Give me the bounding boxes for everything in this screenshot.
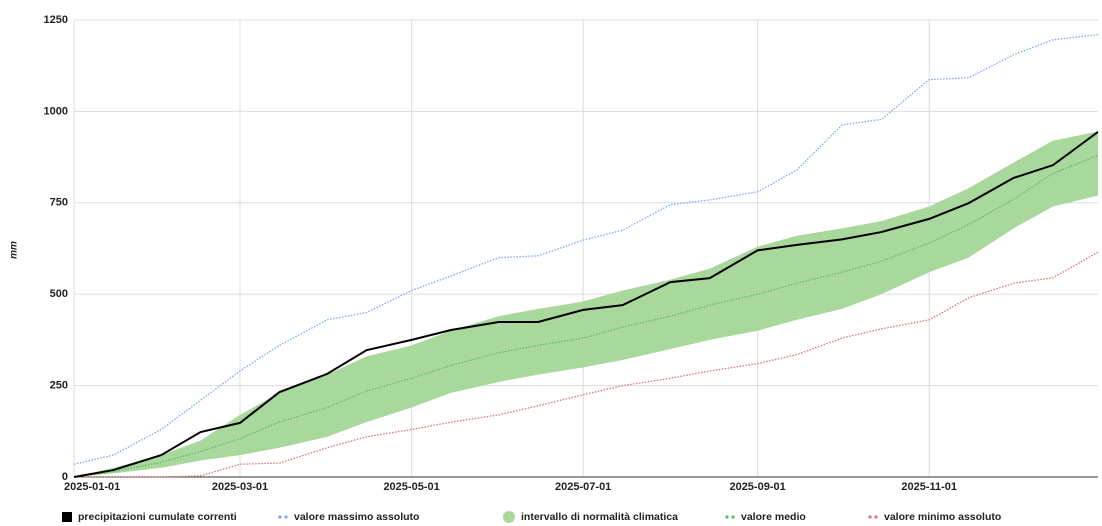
legend-swatch (874, 515, 878, 519)
normal-band (74, 131, 1098, 477)
y-tick-label: 750 (50, 197, 68, 209)
legend-item: valore massimo assoluto (278, 511, 419, 523)
legend-swatch (284, 515, 288, 519)
x-tick-label: 2025-11-01 (901, 481, 957, 493)
legend-swatch (62, 512, 72, 522)
x-tick-label: 2025-03-01 (212, 481, 268, 493)
legend-swatch (503, 511, 515, 523)
y-tick-label: 0 (62, 471, 68, 483)
legend-swatch (731, 515, 735, 519)
y-tick-label: 1000 (44, 105, 68, 117)
y-axis-label: mm (9, 241, 20, 259)
x-tick-label: 2025-05-01 (383, 481, 439, 493)
y-tick-label: 1250 (44, 14, 68, 26)
legend-label: intervallo di normalità climatica (521, 511, 678, 523)
legend-label: valore medio (741, 511, 806, 523)
x-tick-label: 2025-09-01 (729, 481, 785, 493)
line (74, 251, 1099, 478)
line (73, 33, 1099, 465)
line (73, 131, 1099, 478)
legend-swatch (725, 515, 729, 519)
y-tick-label: 500 (50, 288, 68, 300)
x-tick-label: 2025-01-01 (64, 481, 120, 493)
legend-swatch (868, 515, 872, 519)
legend-item: valore medio (725, 511, 806, 523)
line (73, 154, 1099, 478)
legend-item: intervallo di normalità climatica (503, 511, 678, 523)
x-tick-label: 2025-07-01 (555, 481, 611, 493)
y-tick-label: 250 (50, 380, 68, 392)
legend-label: valore minimo assoluto (884, 511, 1001, 523)
legend-swatch (278, 515, 282, 519)
legend-item: precipitazioni cumulate correnti (62, 511, 237, 523)
legend-label: precipitazioni cumulate correnti (78, 511, 237, 523)
legend-label: valore massimo assoluto (294, 511, 419, 523)
legend-item: valore minimo assoluto (868, 511, 1001, 523)
